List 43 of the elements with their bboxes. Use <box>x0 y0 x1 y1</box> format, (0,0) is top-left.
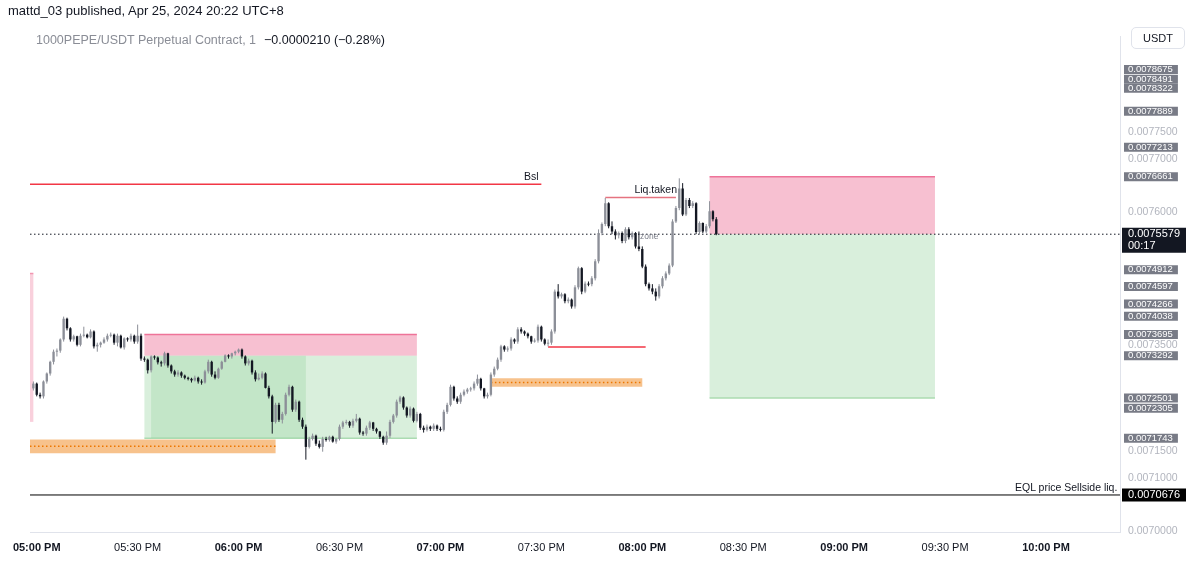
x-tick-label: 09:00 PM <box>820 540 868 553</box>
x-tick-label: 06:00 PM <box>214 540 263 553</box>
y-tick-label: 0.0077889 <box>1128 104 1173 116</box>
y-tick-label: 0.0072305 <box>1128 401 1173 413</box>
y-tick-label: 0.0071743 <box>1128 431 1173 443</box>
x-tick-label: 08:00 PM <box>618 540 667 553</box>
y-tick-label: 0.0078675 <box>1128 63 1173 75</box>
y-tick-label: 0.0078322 <box>1128 81 1173 93</box>
y-tick-label: 0.0078491 <box>1128 72 1173 84</box>
y-tick-label: 0.0076661 <box>1128 170 1173 182</box>
y-tick-label: 0.0076000 <box>1128 204 1178 217</box>
x-tick-label: 07:00 PM <box>416 540 465 553</box>
ref-line-label: 0.0075579 00:17 <box>1128 227 1180 252</box>
x-tick-label: 10:00 PM <box>1022 540 1070 553</box>
chart-subtitle: −0.0000210 (−0.28%) <box>264 33 385 47</box>
annotation: Bsl <box>523 169 539 182</box>
text: mattd_03 published, Apr 25, 2024 20:22 UTC+8 <box>8 3 284 18</box>
x-tick-label: 06:30 PM <box>315 540 364 553</box>
x-tick-label: 08:30 PM <box>719 540 767 553</box>
y-tick-label: 0.0071000 <box>1128 470 1178 483</box>
y-tick-label: 0.0074912 <box>1128 263 1173 275</box>
x-tick-label: 05:30 PM <box>114 540 162 553</box>
annotation: EQL price Sellside liq. <box>1015 480 1118 493</box>
x-tick-label: 05:00 PM <box>12 540 61 553</box>
y-tick-label: 0.0077500 <box>1128 124 1178 137</box>
y-tick-label: 0.0077000 <box>1128 151 1178 164</box>
y-axis-title: USDT <box>1131 27 1185 49</box>
annotation: zone <box>640 231 659 241</box>
y-tick-label: 0.0071500 <box>1128 444 1178 457</box>
y-tick-label: 0.0073695 <box>1128 328 1173 340</box>
x-tick-label: 09:30 PM <box>921 540 969 553</box>
annotation: Liq.taken <box>634 183 678 196</box>
y-tick-label: 0.0074038 <box>1128 309 1173 321</box>
y-tick-label: 0.0073500 <box>1128 337 1178 350</box>
y-tick-label: 0.0074266 <box>1128 297 1173 309</box>
y-tick-label: 0.0070000 <box>1128 523 1178 536</box>
y-tick-label: 0.0077213 <box>1128 140 1173 152</box>
y-tick-label: 0.0072501 <box>1128 391 1173 403</box>
y-tick-label: 0.0073292 <box>1128 349 1173 361</box>
x-tick-label: 07:30 PM <box>517 540 565 553</box>
ref-line-label: 0.0070676 <box>1128 488 1180 501</box>
y-tick-label: 0.0074597 <box>1128 280 1173 292</box>
chart-title: 1000PEPE/USDT Perpetual Contract, 1 <box>36 33 257 47</box>
